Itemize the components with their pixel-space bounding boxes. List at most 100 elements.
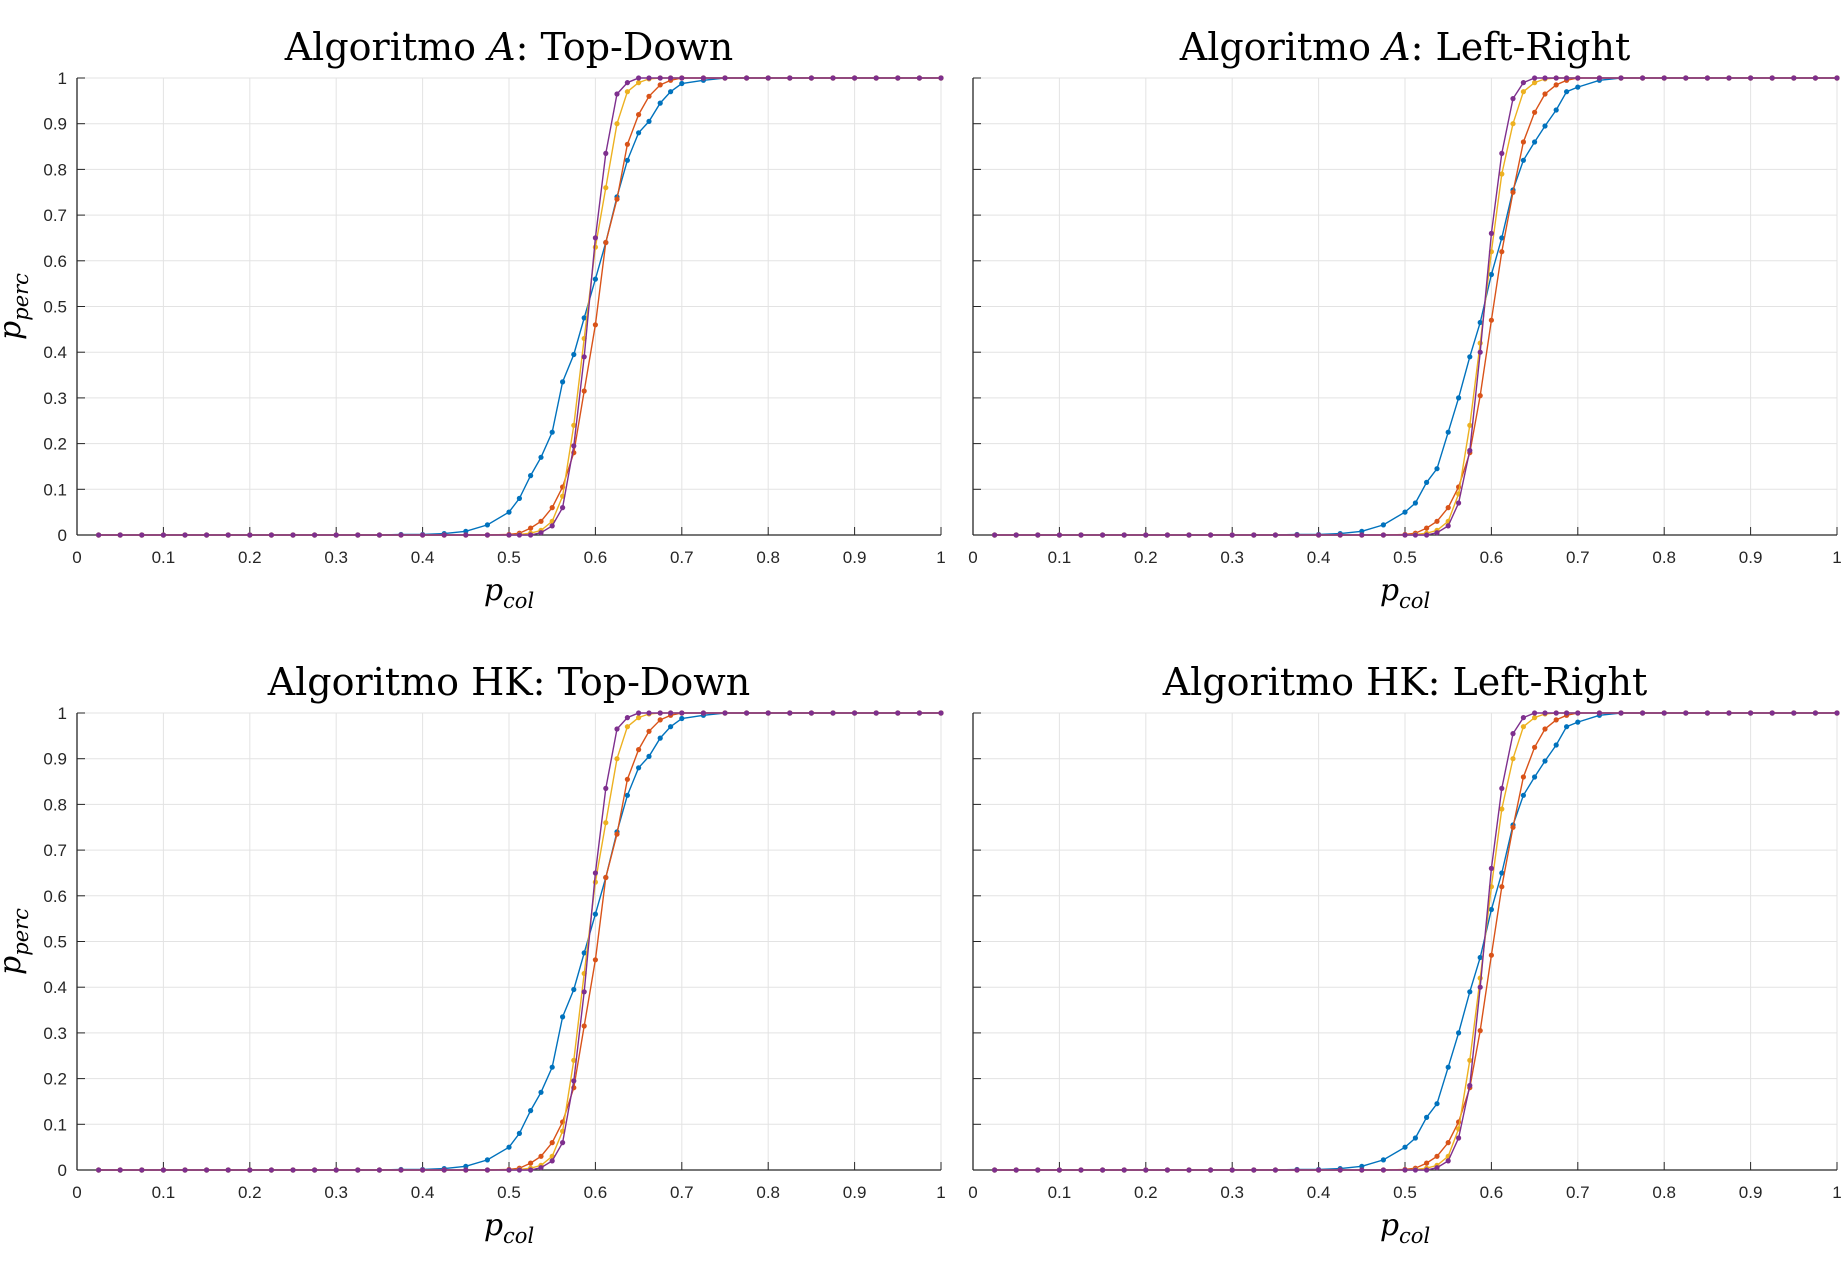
data-point (624, 776, 631, 782)
data-point (624, 792, 631, 798)
y-tick-label: 0.8 (43, 795, 67, 814)
data-point (1445, 505, 1451, 511)
data-point (1596, 75, 1602, 81)
data-point (873, 710, 879, 716)
data-point (571, 1057, 577, 1063)
x-tick-label: 0.5 (1393, 548, 1417, 567)
data-point (1467, 989, 1473, 995)
data-point (1208, 532, 1214, 538)
data-point (1812, 710, 1818, 716)
data-point (1380, 1167, 1386, 1173)
y-tick-label: 0.5 (43, 298, 67, 317)
data-point (1424, 1160, 1430, 1166)
data-point (1520, 792, 1526, 798)
data-point (1229, 1167, 1235, 1173)
data-point (592, 957, 599, 963)
data-point (117, 532, 123, 538)
data-point (1412, 500, 1418, 506)
data-point (1316, 1167, 1322, 1173)
x-tick-label: 0.2 (238, 548, 262, 567)
data-point (484, 522, 490, 528)
data-point (1488, 906, 1494, 913)
series-line (98, 712, 941, 1171)
data-point (516, 532, 523, 538)
y-axis-label: pperc (0, 908, 33, 975)
data-point (581, 950, 587, 956)
chart-title: Algoritmo A: Top-Down (284, 25, 734, 69)
data-point (916, 710, 923, 716)
data-point (420, 532, 426, 538)
data-point (117, 1167, 123, 1173)
data-point (624, 715, 631, 721)
data-point (1412, 1135, 1418, 1141)
data-point (1499, 150, 1505, 156)
y-tick-label: 1 (58, 69, 67, 88)
data-point (1013, 532, 1019, 538)
data-point (312, 532, 318, 538)
data-point (938, 75, 944, 81)
data-point (1499, 870, 1505, 876)
data-point (1812, 75, 1818, 81)
x-tick-label: 0.8 (756, 548, 780, 567)
data-point (603, 150, 609, 156)
data-point (657, 735, 663, 741)
data-point (1520, 80, 1526, 86)
chart-title: Algoritmo A: Left-Right (1179, 25, 1630, 69)
data-point (376, 1167, 382, 1173)
data-point (1532, 715, 1538, 721)
data-point (1488, 317, 1494, 323)
data-point (1456, 500, 1462, 506)
data-point (830, 710, 836, 716)
data-point (1704, 710, 1710, 716)
y-tick-label: 0 (58, 526, 67, 545)
data-point (1467, 354, 1473, 360)
data-point (1553, 75, 1559, 81)
y-tick-label: 1 (58, 704, 67, 723)
data-point (1575, 719, 1581, 725)
data-point (938, 710, 944, 716)
data-point (624, 157, 631, 163)
x-tick-label: 0.1 (152, 548, 176, 567)
data-point (1532, 75, 1538, 81)
x-tick-label: 0 (968, 1183, 977, 1202)
data-point (420, 1167, 426, 1173)
y-tick-label: 0.2 (43, 435, 67, 454)
data-point (1769, 710, 1775, 716)
data-point (506, 1167, 512, 1173)
data-point (1564, 89, 1570, 95)
y-tick-label: 0.7 (43, 841, 67, 860)
data-point (1456, 1030, 1462, 1036)
series-4 (992, 75, 1840, 538)
data-point (1467, 447, 1473, 454)
data-point (1035, 1167, 1041, 1173)
subplot-1: 0 0.1 0.2 0.3 0.4 0.5 0.6 0.7 0.8 0.9 1 0 0.1 0.2 0.3 0… (0, 25, 946, 613)
data-point (1445, 1064, 1451, 1070)
data-point (1143, 532, 1149, 538)
data-point (1510, 756, 1516, 762)
data-point (560, 1140, 566, 1146)
x-tick-label: 1 (1832, 1183, 1841, 1202)
data-point (1294, 532, 1300, 538)
data-point (1564, 724, 1570, 730)
data-point (992, 1167, 998, 1173)
data-point (1272, 1167, 1278, 1173)
x-tick-label: 0.5 (497, 548, 521, 567)
data-point (1337, 532, 1343, 538)
data-point (1078, 1167, 1084, 1173)
x-tick-label: 0.6 (1480, 548, 1504, 567)
data-point (636, 80, 642, 86)
data-point (603, 185, 609, 191)
data-point (1683, 75, 1689, 81)
x-tick-label: 0.6 (584, 1183, 608, 1202)
data-point (538, 518, 544, 524)
data-point (441, 532, 447, 538)
data-point (744, 75, 750, 81)
data-point (646, 710, 652, 716)
data-point (1445, 1140, 1451, 1146)
data-point (1100, 532, 1106, 538)
x-tick-label: 0.7 (1566, 1183, 1590, 1202)
x-tick-label: 0.1 (152, 1183, 176, 1202)
data-point (312, 1167, 318, 1173)
data-point (355, 532, 361, 538)
data-point (1359, 1167, 1365, 1173)
